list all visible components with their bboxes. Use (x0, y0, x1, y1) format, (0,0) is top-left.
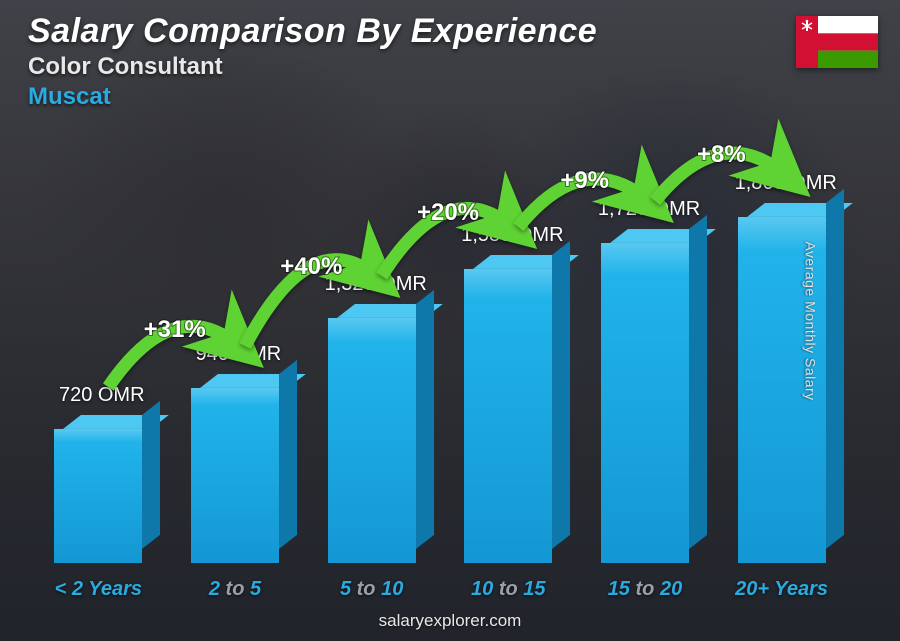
bar-value-label: 720 OMR (59, 384, 145, 407)
bar-slot: 720 OMR (38, 429, 158, 563)
x-axis-label: 5 to 10 (312, 578, 432, 601)
bar-slot: 1,720 OMR (585, 243, 705, 563)
bar-value-label: 1,720 OMR (598, 198, 700, 221)
bar-value-label: 1,860 OMR (735, 172, 837, 195)
header: Salary Comparison By Experience Color Co… (28, 12, 597, 111)
bar-value-label: 1,580 OMR (461, 224, 563, 247)
bar-chart: 720 OMR940 OMR1,320 OMR1,580 OMR1,720 OM… (30, 130, 850, 563)
x-axis-label: 2 to 5 (175, 578, 295, 601)
x-axis-label: 15 to 20 (585, 578, 705, 601)
x-axis-label: 10 to 15 (448, 578, 568, 601)
bar (328, 318, 416, 563)
job-title: Color Consultant (28, 53, 597, 81)
bar (601, 243, 689, 563)
x-axis-label: 20+ Years (722, 578, 842, 601)
oman-flag-icon (796, 16, 878, 68)
bar-value-label: 940 OMR (196, 343, 282, 366)
x-axis-label: < 2 Years (38, 578, 158, 601)
bar-value-label: 1,320 OMR (325, 273, 427, 296)
x-axis-labels: < 2 Years 2 to 5 5 to 10 10 to 15 15 to 20 20… (30, 578, 850, 601)
y-axis-label: Average Monthly Salary (802, 241, 818, 400)
bar (191, 388, 279, 563)
bar (54, 429, 142, 563)
watermark: salaryexplorer.com (0, 611, 900, 631)
location: Muscat (28, 83, 597, 111)
page-title: Salary Comparison By Experience (28, 12, 597, 51)
bar-slot: 940 OMR (175, 388, 295, 563)
bar-slot: 1,320 OMR (312, 318, 432, 563)
bar-slot: 1,580 OMR (448, 269, 568, 563)
bar (464, 269, 552, 563)
bar-slot: 1,860 OMR (722, 217, 842, 563)
